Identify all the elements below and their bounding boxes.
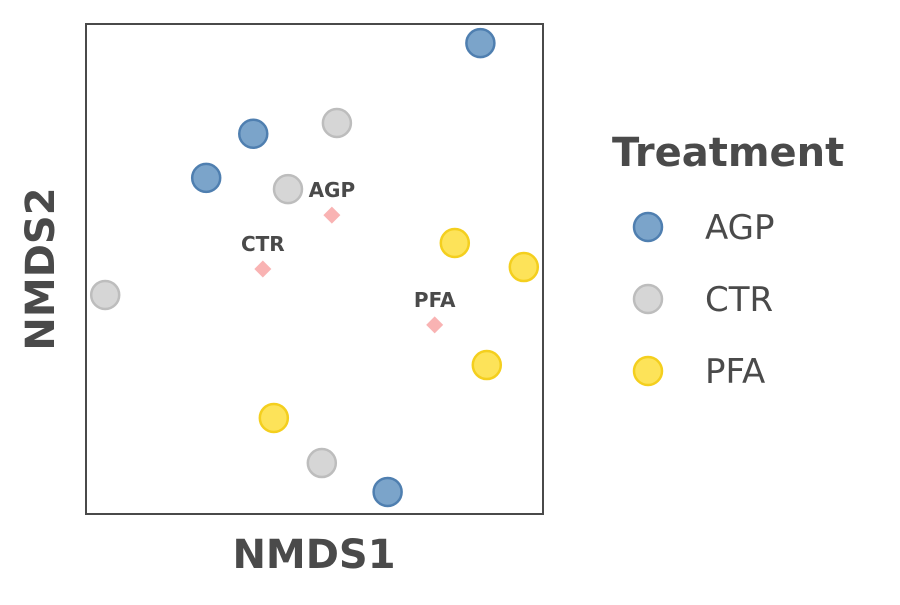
scatter-point-agp-4 [372, 476, 403, 508]
legend-marker-agp [632, 211, 664, 243]
scatter-point-agp-1 [465, 27, 496, 59]
legend-title: Treatment [612, 130, 844, 176]
scatter-point-ctr-4 [306, 447, 338, 479]
centroid-marker-pfa [426, 316, 444, 334]
legend-label-agp: AGP [705, 208, 775, 248]
x-axis-title: NMDS1 [232, 532, 395, 578]
legend-label-ctr: CTR [705, 280, 773, 320]
scatter-point-pfa-4 [258, 402, 290, 434]
legend-marker-pfa [632, 355, 664, 387]
legend-items: AGP CTR PFA [632, 208, 775, 392]
y-axis-title: NMDS2 [18, 187, 64, 350]
legend-label-pfa: PFA [705, 352, 765, 392]
scatter-point-pfa-3 [471, 349, 503, 381]
legend-marker-ctr [632, 283, 664, 315]
centroid-label-agp: AGP [309, 178, 356, 202]
scatter-point-ctr-3 [89, 279, 121, 311]
centroids-layer: AGP CTR PFA [241, 178, 456, 334]
scatter-point-agp-3 [190, 162, 222, 194]
legend: Treatment AGP CTR PFA [612, 130, 844, 392]
centroid-marker-agp [323, 206, 341, 224]
plot-frame [85, 23, 544, 515]
scatter-point-ctr-1 [321, 107, 353, 139]
scatter-point-pfa-1 [439, 227, 471, 259]
centroid-label-ctr: CTR [241, 232, 285, 256]
centroid-label-pfa: PFA [414, 288, 456, 312]
scatter-point-ctr-2 [272, 173, 304, 205]
centroid-marker-ctr [254, 260, 272, 278]
scatter-point-agp-2 [238, 118, 269, 150]
points-layer [89, 27, 540, 508]
scatter-point-pfa-2 [508, 251, 540, 283]
